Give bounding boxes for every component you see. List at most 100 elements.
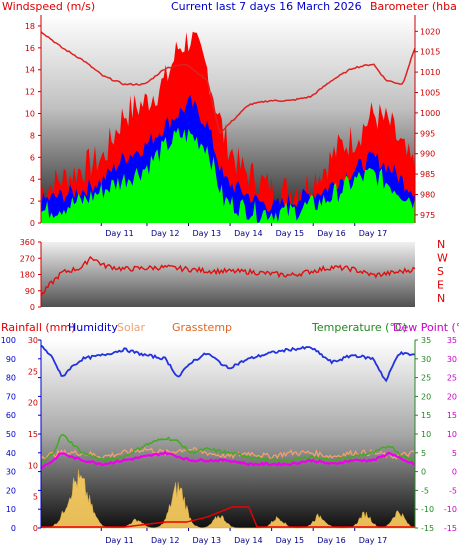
direction-panel-bg [41,242,415,307]
temp-tick-label: -5 [421,486,429,495]
legend-temperature: Temperature (°C) [311,321,407,334]
day-label: Day 12 [151,229,180,238]
day-label: Day 14 [234,536,263,545]
day-label: Day 11 [105,229,134,238]
day-label: Day 11 [105,536,134,545]
humidity-tick-label: 10 [6,505,16,514]
chart-title: Current last 7 days 16 March 2026 [171,0,362,13]
barometer-title: Barometer (hba [370,0,457,13]
legend-rainfall: Rainfall (mm) [1,321,75,334]
compass-letter: N [437,238,445,251]
day-label: Day 15 [276,229,305,238]
baro-tick-label: 985 [420,170,435,179]
dewpoint-tick-label: 0 [452,468,457,477]
baro-tick-label: 975 [420,211,435,220]
windspeed-title: Windspeed (m/s) [2,0,95,13]
temperature-line [40,433,416,465]
compass-letter: N [437,292,445,305]
temp-tick-label: 5 [421,449,426,458]
wind-tick-label: 14 [25,66,35,75]
rain-tick-label: 20 [28,399,38,408]
humidity-tick-label: 30 [6,468,16,477]
baro-tick-label: 990 [420,150,435,159]
temp-tick-label: 0 [421,468,426,477]
baro-tick-label: 980 [420,190,435,199]
dewpoint-tick-label: 15 [447,411,457,420]
humidity-tick-label: 90 [6,355,16,364]
day-label: Day 15 [276,536,305,545]
compass-letter: W [437,252,448,265]
baro-tick-label: 1010 [420,68,440,77]
baro-tick-label: 1005 [420,88,440,97]
day-label: Day 14 [234,229,263,238]
rain-tick-label: 15 [28,430,38,439]
wind-tick-label: 10 [25,110,35,119]
legend-humidity: Humidity [68,321,118,334]
day-label: Day 17 [359,536,388,545]
dir-tick-label: 90 [25,287,35,296]
wind-low-area [41,127,415,223]
grass-area [40,469,416,529]
day-label: Day 17 [359,229,388,238]
dir-tick-label: 180 [20,271,35,280]
legend-solar: Solar [117,321,146,334]
day-label: Day 16 [317,229,346,238]
wind-tick-label: 6 [30,153,35,162]
day-label: Day 13 [193,536,222,545]
day-label: Day 13 [193,229,222,238]
compass-letter: S [437,265,444,278]
dewpoint-tick-label: 5 [452,449,457,458]
temp-tick-label: 25 [421,374,431,383]
humidity-tick-label: 20 [6,486,16,495]
rain-tick-label: 0 [33,524,38,533]
humidity-line [40,344,416,383]
humidity-tick-label: 70 [6,392,16,401]
dewpoint-tick-label: 25 [447,374,457,383]
dewpoint-tick-label: 30 [447,355,457,364]
wind-tick-label: 8 [30,131,35,140]
baro-tick-label: 1000 [420,109,440,118]
wind-tick-label: 16 [25,44,35,53]
temp-tick-label: 35 [421,336,431,345]
rain-line [41,506,415,528]
rain-tick-label: 30 [28,336,38,345]
humidity-tick-label: 0 [11,524,16,533]
solar-line [40,446,416,461]
wind-tick-label: 18 [25,22,35,31]
wind-tick-label: 0 [30,219,35,228]
dewpoint-line [41,450,416,469]
dir-tick-label: 270 [20,254,35,263]
humidity-tick-label: 60 [6,411,16,420]
day-label: Day 16 [317,536,346,545]
temp-tick-label: -15 [421,524,434,533]
day-label: Day 12 [151,536,180,545]
compass-letter: E [437,279,444,292]
dewpoint-tick-label: -15 [444,524,457,533]
rain-tick-label: 5 [33,493,38,502]
wind-tick-label: 2 [30,197,35,206]
humidity-tick-label: 100 [1,336,16,345]
rain-tick-label: 25 [28,367,38,376]
rain-tick-label: 10 [28,461,38,470]
barometer-line [40,31,416,135]
baro-tick-label: 1015 [420,48,440,57]
dewpoint-tick-label: -5 [449,486,457,495]
legend-grasstemp: Grasstemp [172,321,232,334]
temp-tick-label: 15 [421,411,431,420]
temp-tick-label: 30 [421,355,431,364]
temp-tick-label: -10 [421,505,434,514]
dir-tick-label: 360 [20,238,35,247]
legend-dewpoint: Dew Point (°C [393,321,459,334]
temp-tick-label: 20 [421,392,431,401]
dewpoint-tick-label: 35 [447,336,457,345]
dewpoint-tick-label: 10 [447,430,457,439]
dewpoint-tick-label: 20 [447,392,457,401]
temp-tick-label: 10 [421,430,431,439]
baro-tick-label: 1020 [420,27,440,36]
wind-tick-label: 4 [30,175,35,184]
wind-direction-line [40,255,416,297]
climate-panel-bg [41,340,415,528]
baro-tick-label: 995 [420,129,435,138]
humidity-tick-label: 40 [6,449,16,458]
